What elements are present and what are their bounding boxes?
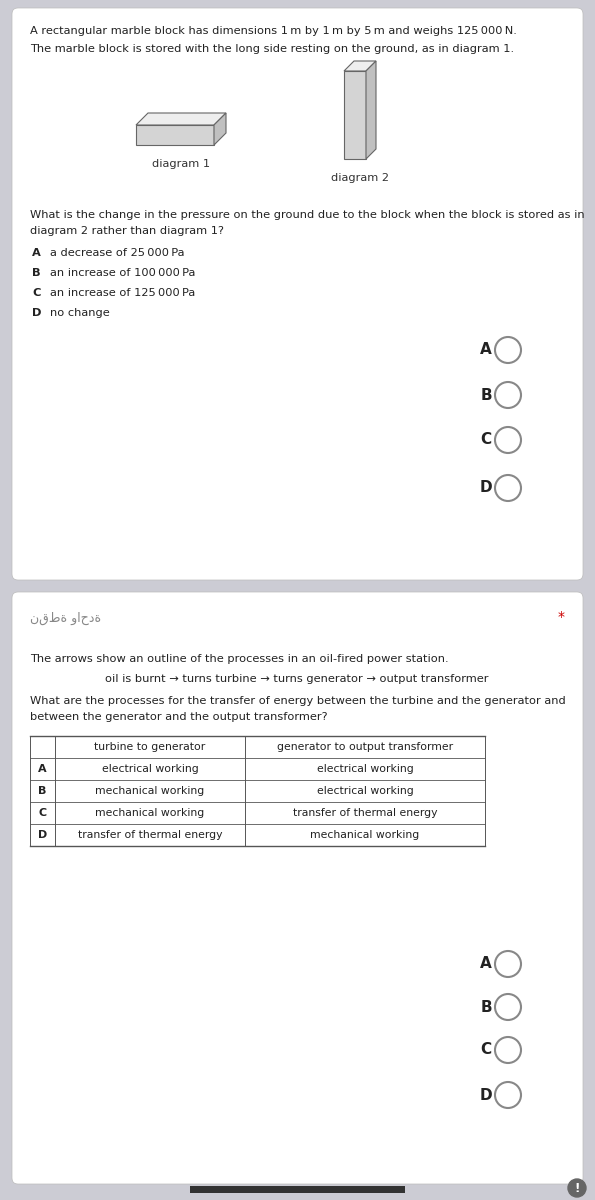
Text: D: D <box>480 1087 492 1103</box>
Text: A: A <box>480 342 492 358</box>
Text: What is the change in the pressure on the ground due to the block when the block: What is the change in the pressure on th… <box>30 210 585 220</box>
Text: C: C <box>480 432 491 448</box>
Text: C: C <box>32 288 40 298</box>
Text: A: A <box>38 764 47 774</box>
Text: no change: no change <box>50 308 109 318</box>
Text: نقطة واحدة: نقطة واحدة <box>30 612 101 625</box>
Text: turbine to generator: turbine to generator <box>95 742 206 752</box>
Text: B: B <box>480 388 492 402</box>
Text: What are the processes for the transfer of energy between the turbine and the ge: What are the processes for the transfer … <box>30 696 566 706</box>
Polygon shape <box>136 125 214 145</box>
Text: electrical working: electrical working <box>102 764 198 774</box>
Text: !: ! <box>574 1182 580 1194</box>
Text: mechanical working: mechanical working <box>311 830 419 840</box>
Text: The arrows show an outline of the processes in an oil-fired power station.: The arrows show an outline of the proces… <box>30 654 449 664</box>
Text: electrical working: electrical working <box>317 786 414 796</box>
Text: transfer of thermal energy: transfer of thermal energy <box>78 830 223 840</box>
Text: A rectangular marble block has dimensions 1 m by 1 m by 5 m and weighs 125 000 N: A rectangular marble block has dimension… <box>30 26 517 36</box>
Text: between the generator and the output transformer?: between the generator and the output tra… <box>30 712 328 722</box>
Text: C: C <box>480 1043 491 1057</box>
Polygon shape <box>344 71 366 158</box>
Text: D: D <box>38 830 47 840</box>
Polygon shape <box>136 113 226 125</box>
Text: generator to output transformer: generator to output transformer <box>277 742 453 752</box>
Text: B: B <box>480 1000 492 1014</box>
Text: transfer of thermal energy: transfer of thermal energy <box>293 808 437 818</box>
Text: an increase of 125 000 Pa: an increase of 125 000 Pa <box>50 288 195 298</box>
Text: mechanical working: mechanical working <box>95 808 205 818</box>
Text: an increase of 100 000 Pa: an increase of 100 000 Pa <box>50 268 195 278</box>
Polygon shape <box>344 61 376 71</box>
Text: D: D <box>32 308 42 318</box>
Text: electrical working: electrical working <box>317 764 414 774</box>
Text: diagram 2 rather than diagram 1?: diagram 2 rather than diagram 1? <box>30 226 224 236</box>
FancyBboxPatch shape <box>12 592 583 1184</box>
Text: A: A <box>32 248 40 258</box>
Text: mechanical working: mechanical working <box>95 786 205 796</box>
Polygon shape <box>366 61 376 158</box>
Text: A: A <box>480 956 492 972</box>
Polygon shape <box>214 113 226 145</box>
Text: a decrease of 25 000 Pa: a decrease of 25 000 Pa <box>50 248 184 258</box>
Text: The marble block is stored with the long side resting on the ground, as in diagr: The marble block is stored with the long… <box>30 44 514 54</box>
Text: D: D <box>480 480 492 496</box>
FancyBboxPatch shape <box>12 8 583 580</box>
Bar <box>190 1186 405 1193</box>
Text: B: B <box>32 268 40 278</box>
Text: C: C <box>39 808 46 818</box>
Text: diagram 2: diagram 2 <box>331 173 389 182</box>
Text: diagram 1: diagram 1 <box>152 158 210 169</box>
Text: oil is burnt → turns turbine → turns generator → output transformer: oil is burnt → turns turbine → turns gen… <box>105 674 488 684</box>
Circle shape <box>568 1178 586 1198</box>
Text: B: B <box>38 786 46 796</box>
Text: *: * <box>558 610 565 624</box>
